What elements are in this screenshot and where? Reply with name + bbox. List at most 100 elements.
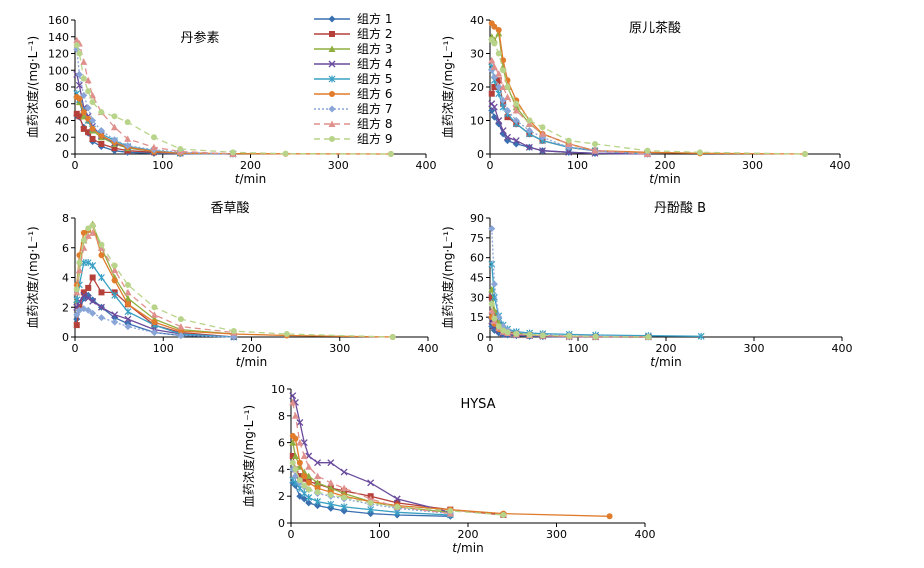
chart-title: 丹参素 bbox=[180, 30, 219, 46]
y-axis-label: 血药浓度/(mg·L⁻¹) bbox=[440, 226, 455, 328]
y-axis-label: 血药浓度/(mg·L⁻¹) bbox=[440, 36, 455, 138]
y-tick-label: 30 bbox=[470, 291, 484, 304]
series bbox=[73, 222, 396, 340]
data-point bbox=[84, 232, 92, 239]
x-tick-label: 0 bbox=[72, 342, 79, 355]
series bbox=[488, 285, 652, 340]
y-tick-label: 10 bbox=[470, 115, 484, 128]
y-tick-label: 30 bbox=[470, 48, 484, 61]
x-axis-label-unit: /min bbox=[655, 355, 682, 369]
data-point bbox=[327, 484, 335, 492]
data-point bbox=[89, 274, 96, 281]
legend-label: 组方 5 bbox=[357, 71, 392, 86]
data-point bbox=[111, 145, 118, 152]
data-point bbox=[697, 332, 705, 340]
x-axis-label: t/min bbox=[650, 355, 681, 369]
data-point bbox=[500, 67, 507, 74]
y-tick-label: 0 bbox=[278, 517, 285, 530]
y-tick-label: 8 bbox=[62, 212, 69, 225]
data-point bbox=[80, 75, 87, 82]
data-point bbox=[296, 477, 303, 484]
data-point bbox=[394, 503, 401, 510]
y-tick-label: 100 bbox=[48, 64, 69, 77]
x-tick-label: 300 bbox=[329, 342, 350, 355]
data-point bbox=[697, 149, 703, 156]
y-tick-label: 80 bbox=[55, 81, 69, 94]
data-point bbox=[150, 311, 158, 318]
data-point bbox=[367, 495, 375, 502]
data-point bbox=[97, 127, 105, 135]
data-point bbox=[124, 294, 132, 302]
series bbox=[488, 260, 705, 340]
chart-panel: 0 2 4 6 8 0 100 200 300 400 香草酸 t/min 血药浓度/(mg·L⁻¹) bbox=[25, 201, 439, 369]
data-point bbox=[289, 439, 297, 446]
series-line bbox=[76, 96, 391, 155]
data-point bbox=[296, 459, 303, 466]
chart-title: HYSA bbox=[460, 397, 495, 412]
data-point bbox=[76, 113, 83, 120]
data-point bbox=[98, 140, 105, 147]
chart-title: 原儿茶酸 bbox=[629, 20, 681, 36]
data-point bbox=[327, 491, 334, 498]
data-point bbox=[393, 495, 401, 503]
data-point bbox=[151, 304, 158, 311]
data-point bbox=[340, 503, 348, 511]
y-tick-label: 20 bbox=[470, 81, 484, 94]
data-point bbox=[111, 113, 118, 120]
data-point bbox=[525, 120, 533, 127]
data-point bbox=[314, 498, 321, 506]
data-point bbox=[76, 259, 83, 266]
data-point bbox=[526, 331, 533, 338]
y-tick-label: 2 bbox=[62, 301, 69, 314]
legend-item: 组方 1 bbox=[314, 11, 392, 26]
chart-title: 香草酸 bbox=[210, 201, 249, 216]
data-point bbox=[98, 241, 105, 248]
data-point bbox=[89, 99, 96, 106]
y-tick-label: 2 bbox=[278, 490, 285, 503]
legend-marker bbox=[328, 120, 336, 127]
data-point bbox=[124, 308, 132, 316]
data-point bbox=[89, 117, 97, 124]
data-point bbox=[488, 300, 495, 307]
data-point bbox=[488, 56, 496, 64]
y-tick-label: 6 bbox=[278, 437, 285, 450]
x-tick-label: 400 bbox=[416, 159, 437, 172]
data-point bbox=[151, 319, 158, 326]
x-tick-label: 300 bbox=[546, 528, 567, 541]
legend-marker bbox=[329, 31, 335, 37]
data-point bbox=[111, 291, 119, 299]
data-point bbox=[84, 259, 92, 267]
legend-label: 组方 9 bbox=[357, 131, 392, 146]
data-point bbox=[525, 127, 533, 135]
x-axis-label: t/min bbox=[236, 355, 267, 369]
series bbox=[488, 20, 808, 157]
data-point bbox=[177, 332, 185, 340]
x-tick-label: 400 bbox=[418, 342, 439, 355]
series-line bbox=[292, 402, 451, 515]
x-tick-label: 200 bbox=[458, 528, 479, 541]
data-point bbox=[289, 453, 296, 459]
x-tick-label: 300 bbox=[742, 159, 763, 172]
data-point bbox=[488, 225, 496, 233]
data-point bbox=[314, 489, 321, 496]
x-tick-label: 200 bbox=[656, 342, 677, 355]
data-point bbox=[124, 142, 132, 150]
data-point bbox=[177, 316, 184, 323]
x-axis-label-unit: /min bbox=[240, 172, 267, 186]
legend-item: 组方 4 bbox=[314, 56, 392, 71]
series-line bbox=[491, 264, 702, 337]
data-point bbox=[98, 274, 105, 281]
legend-item: 组方 2 bbox=[314, 26, 392, 41]
data-point bbox=[98, 252, 105, 259]
data-point bbox=[495, 117, 503, 124]
series-line bbox=[76, 44, 391, 155]
data-point bbox=[291, 452, 299, 459]
data-point bbox=[80, 58, 88, 65]
data-point bbox=[491, 315, 498, 322]
y-tick-label: 90 bbox=[470, 212, 484, 225]
data-point bbox=[305, 499, 313, 507]
data-point bbox=[491, 23, 498, 30]
data-point bbox=[495, 70, 503, 77]
data-point bbox=[292, 466, 299, 473]
data-point bbox=[526, 117, 533, 124]
